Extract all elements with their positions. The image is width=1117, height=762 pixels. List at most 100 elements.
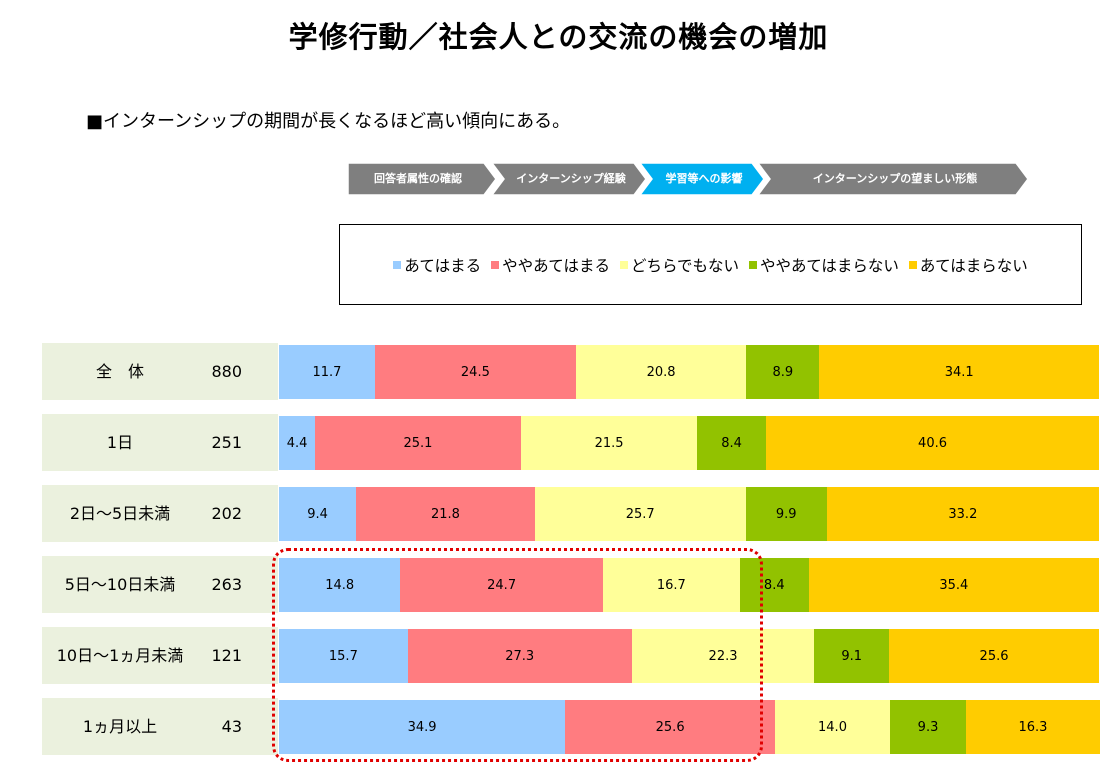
sample-size-label: 880: [211, 362, 242, 381]
bar-segment: 24.5: [374, 345, 576, 399]
legend-label: あてはまらない: [919, 256, 1028, 275]
bar-segment: 35.4: [808, 558, 1099, 612]
sample-size-label: 202: [211, 504, 242, 523]
data-label: 9.3: [917, 719, 939, 735]
bar-segment: 20.8: [575, 345, 747, 399]
process-step-shape-3: [639, 163, 765, 195]
legend-item: どちらでもない: [619, 254, 740, 276]
bar-segment: 14.0: [775, 700, 890, 754]
stacked-bar: 15.7 27.3 22.3 9.1 25.6: [279, 629, 1099, 683]
sample-size-label: 263: [211, 575, 242, 594]
data-label: 8.4: [721, 435, 742, 451]
bar-segment: 21.5: [520, 416, 698, 470]
legend-swatch: [393, 260, 402, 269]
data-label: 9.4: [307, 506, 328, 522]
data-label: 16.7: [656, 577, 686, 593]
data-label: 25.1: [403, 435, 433, 451]
process-step-shape-2: [491, 163, 647, 195]
bar-segment: 16.3: [966, 700, 1100, 754]
bar-segment: 34.9: [279, 700, 566, 754]
data-label: 8.9: [772, 364, 794, 380]
legend-swatch: [491, 260, 500, 269]
legend-item: あてはまらない: [908, 254, 1028, 276]
legend-item: あてはまる: [393, 254, 481, 276]
process-step-shape-4: [757, 163, 1028, 195]
data-label: 24.7: [487, 577, 517, 593]
legend-item: ややあてはまらない: [749, 254, 899, 276]
process-steps: [348, 163, 1028, 195]
row-label-background: [42, 556, 278, 613]
process-step-2: インターンシップ経験: [516, 172, 626, 185]
data-label: 9.9: [775, 506, 797, 522]
data-label: 27.3: [505, 648, 535, 664]
category-label: 10日～1ヵ月未満: [56, 646, 184, 665]
page-title: 学修行動／社会人との交流の機会の増加: [288, 20, 829, 54]
bar-segment: 34.1: [819, 345, 1099, 399]
stacked-bar: 4.4 25.1 21.5 8.4 40.6: [279, 416, 1099, 470]
process-step-shape-1: [348, 163, 497, 195]
data-label: 11.7: [312, 364, 342, 380]
stacked-bar: 14.8 24.7 16.7 8.4 35.4: [279, 558, 1099, 612]
category-label: 2日～5日未満: [69, 504, 171, 523]
data-label: 8.4: [763, 577, 785, 593]
data-label: 34.1: [944, 364, 974, 380]
bar-segment: 15.7: [279, 629, 408, 683]
bar-segment: 9.4: [279, 487, 357, 541]
data-label: 33.2: [948, 506, 978, 522]
process-step-1: 回答者属性の確認: [374, 172, 462, 185]
bar-segment: 9.1: [814, 629, 890, 683]
bar-segment: 40.6: [766, 416, 1099, 470]
bar-segment: 22.3: [631, 629, 815, 683]
bar-segment: 16.7: [602, 558, 740, 612]
data-label: 21.8: [430, 506, 460, 522]
bar-segment: 24.7: [400, 558, 603, 612]
sample-size-label: 121: [211, 646, 242, 665]
category-label: 1ヵ月以上: [82, 717, 158, 736]
bar-segment: 9.3: [889, 700, 967, 754]
stacked-bar: 11.7 24.5 20.8 8.9 34.1: [279, 345, 1099, 399]
process-step-3: 学習等への影響: [665, 172, 743, 185]
data-label: 35.4: [939, 577, 969, 593]
bar-segment: 8.4: [739, 558, 809, 612]
data-label: 9.1: [841, 648, 863, 664]
data-label: 20.8: [646, 364, 676, 380]
data-label: 25.7: [625, 506, 655, 522]
sample-size-label: 43: [221, 717, 242, 736]
data-label: 24.5: [460, 364, 490, 380]
bar-segment: 11.7: [279, 345, 375, 399]
row-label-background: [42, 698, 278, 755]
bar-segment: 27.3: [407, 629, 632, 683]
row-label-background: [42, 414, 278, 471]
legend-swatch: [619, 260, 628, 269]
legend-swatch: [908, 260, 917, 269]
bar-segment: 4.4: [279, 416, 316, 470]
bar-segment: 33.2: [826, 487, 1099, 541]
bar-segment: 8.4: [697, 416, 767, 470]
legend-item: ややあてはまる: [491, 254, 610, 276]
legend-label: どちらでもない: [630, 256, 740, 275]
data-label: 40.6: [918, 435, 947, 451]
legend-swatch: [749, 260, 758, 269]
category-label: 5日～10日未満: [64, 575, 176, 594]
bar-segment: 25.6: [565, 700, 776, 754]
bar-segment: 21.8: [356, 487, 535, 541]
row-label-background: [42, 485, 278, 542]
bar-segment: 9.9: [745, 487, 827, 541]
row-label-background: [42, 343, 278, 400]
data-label: 21.5: [594, 435, 624, 451]
category-label: 全 体: [95, 362, 144, 381]
bar-segment: 14.8: [279, 558, 401, 612]
row-label-background: [42, 627, 278, 684]
stacked-bar: 34.9 25.6 14.0 9.3 16.3: [279, 700, 1100, 754]
data-label: 14.8: [325, 577, 355, 593]
sample-size-label: 251: [211, 433, 242, 452]
subtitle: ■インターンシップの期間が長くなるほど高い傾向にある。: [86, 111, 571, 132]
bar-segment: 25.6: [889, 629, 1099, 683]
process-step-4: インターンシップの望ましい形態: [812, 172, 978, 185]
data-label: 22.3: [708, 648, 738, 664]
data-label: 16.3: [1018, 719, 1048, 735]
stacked-bar: 9.4 21.8 25.7 9.9 33.2: [279, 487, 1099, 541]
data-label: 34.9: [407, 719, 437, 735]
legend-label: ややあてはまらない: [760, 256, 899, 275]
bar-segment: 25.7: [534, 487, 746, 541]
